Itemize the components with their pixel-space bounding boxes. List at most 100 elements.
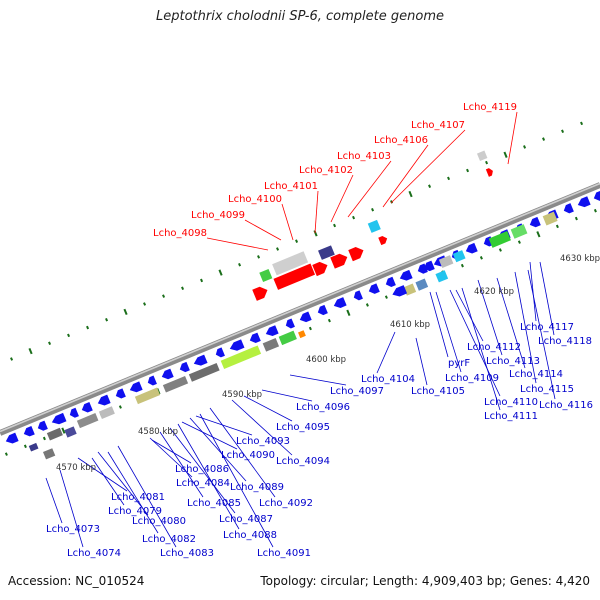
reverse-gene-label: Lcho_4109 [445,373,499,384]
gene-block-shape [452,250,466,263]
gene-block-shape [134,387,161,405]
reverse-cds-arrow [423,260,435,272]
scale-tick-mark [460,263,464,268]
reverse-cds-arrow-shape [97,394,111,406]
reverse-cds-arrow [353,290,363,301]
gene-block [367,219,381,233]
gene-block [98,406,115,420]
scale-tick-mark [555,224,559,229]
reverse-label-line [107,451,159,534]
reverse-cds-arrow-shape [249,332,261,344]
reverse-label-line [376,331,396,374]
gene-block [272,251,309,276]
gene-block [435,270,449,283]
reverse-gene-label: Lcho_4087 [219,514,273,525]
reverse-label-line [199,413,274,548]
reverse-label-line [477,279,503,356]
forward-label-line [206,237,269,251]
scale-tick-mark [346,309,351,316]
scale-tick-mark [218,269,223,276]
genome-summary-text: Topology: circular; Length: 4,909,403 bp… [260,574,590,588]
reverse-label-line [455,289,484,342]
forward-cds-arrow [252,286,268,301]
gene-block [220,345,262,370]
gene-block-shape [220,345,262,370]
gene-block [298,330,306,339]
scale-tick-mark [498,248,502,252]
reverse-cds-arrow [179,361,190,373]
reverse-cds-arrow-shape [385,276,396,287]
gene-block-shape [188,362,220,382]
scale-label-kbp: 4570 kbp [56,463,96,473]
reverse-gene-label: Lcho_4113 [486,356,540,367]
reverse-gene-label: Lcho_4117 [520,322,574,333]
forward-gene-label: Lcho_4102 [299,165,353,176]
reverse-label-line [177,423,240,530]
reverse-gene-label: Lcho_4105 [411,386,465,397]
forward-gene-label: Lcho_4119 [463,102,517,113]
reverse-cds-arrow-shape [392,285,408,297]
gene-block-shape [272,251,309,276]
reverse-gene-label: Lcho_4094 [276,456,330,467]
reverse-gene-label: Lcho_4091 [257,548,311,559]
reverse-gene-label: Lcho_4111 [484,411,538,422]
reverse-gene-label: Lcho_4118 [538,336,592,347]
gene-block [488,230,511,248]
gene-block-shape [98,406,115,420]
scale-tick-mark [333,223,337,228]
scale-tick-mark [365,303,369,307]
reverse-gene-label: Lcho_4114 [509,369,563,380]
forward-label-line [390,129,466,204]
reverse-cds-arrow-shape [229,339,245,351]
forward-gene-label: Lcho_4106 [374,135,428,146]
gene-block-shape [438,255,454,269]
reverse-label-line [529,261,537,322]
gene-block [46,427,63,441]
scale-label-kbp: 4580 kbp [138,427,178,437]
reverse-cds-arrow-shape [465,242,478,254]
reverse-gene-label: Lcho_4088 [223,530,277,541]
scale-tick-mark [118,405,122,409]
reverse-cds-arrow-shape [285,318,295,329]
scale-label-kbp: 4610 kbp [390,320,430,330]
reverse-cds-arrow-shape [51,412,67,425]
reverse-cds-arrow [465,242,478,254]
forward-cds-block-shape [273,263,316,290]
backbone-layer [0,182,600,436]
reverse-cds-arrow-shape [423,260,435,272]
gene-block [438,255,454,269]
reverse-cds-arrow-shape [215,347,225,358]
scale-tick-mark [61,427,66,434]
reverse-cds-arrow [69,407,79,418]
gene-block [452,250,466,263]
forward-gene-label: Lcho_4100 [228,194,282,205]
gene-block-shape [259,268,273,283]
scale-tick-mark [466,168,470,173]
scale-tick-mark [86,325,90,330]
scale-tick-mark [485,160,489,165]
forward-cds-arrow [330,253,348,269]
forward-cds-arrow-shape [485,168,493,177]
reverse-label-line [195,415,253,436]
forward-cds-arrow [312,261,328,277]
reverse-cds-arrow [529,216,541,228]
reverse-cds-arrow [593,190,600,201]
scale-tick-mark [479,256,483,260]
scale-tick-mark [143,302,147,306]
reverse-label-line [243,395,293,422]
gene-block-shape [476,150,488,162]
reverse-gene-label: Lcho_4093 [236,436,290,447]
gene-block-shape [28,442,39,452]
reverse-label-line [435,291,462,373]
reverse-cds-arrow [193,354,208,366]
reverse-gene-label: Lcho_4089 [230,482,284,493]
reverse-cds-arrow [249,332,261,344]
reverse-cds-arrow-shape [529,216,541,228]
gene-block [134,387,161,405]
reverse-gene-label: pyrF [448,358,470,369]
scale-tick-mark [276,247,280,251]
reverse-gene-label: Lcho_4092 [259,498,313,509]
forward-label-line [330,174,354,223]
forward-label-line [382,144,429,208]
reverse-gene-label: Lcho_4096 [296,402,350,413]
